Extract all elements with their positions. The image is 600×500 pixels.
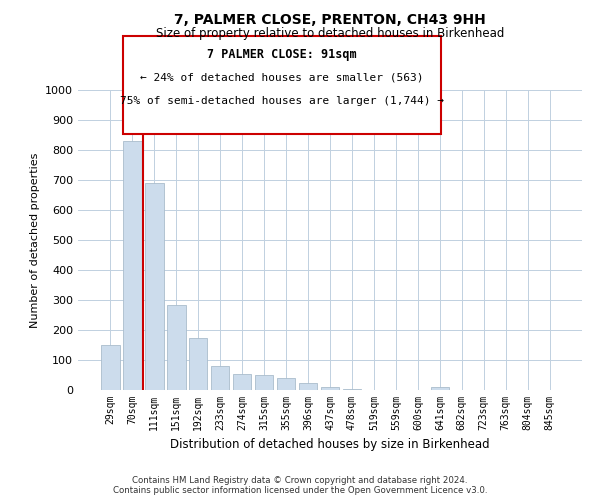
Y-axis label: Number of detached properties: Number of detached properties: [29, 152, 40, 328]
Bar: [255, 375, 274, 390]
Bar: [189, 338, 208, 390]
FancyBboxPatch shape: [124, 36, 441, 134]
Text: 7, PALMER CLOSE, PRENTON, CH43 9HH: 7, PALMER CLOSE, PRENTON, CH43 9HH: [174, 12, 486, 26]
Bar: [277, 378, 295, 390]
Text: Contains HM Land Registry data © Crown copyright and database right 2024.
Contai: Contains HM Land Registry data © Crown c…: [113, 476, 487, 495]
Text: ← 24% of detached houses are smaller (563): ← 24% of detached houses are smaller (56…: [140, 72, 424, 82]
X-axis label: Distribution of detached houses by size in Birkenhead: Distribution of detached houses by size …: [170, 438, 490, 452]
Bar: [211, 366, 229, 390]
Bar: [299, 384, 317, 390]
Bar: [167, 304, 185, 390]
Bar: [431, 387, 449, 390]
Bar: [145, 183, 164, 390]
Text: 75% of semi-detached houses are larger (1,744) →: 75% of semi-detached houses are larger (…: [120, 96, 444, 106]
Bar: [233, 374, 251, 390]
Bar: [343, 388, 361, 390]
Text: 7 PALMER CLOSE: 91sqm: 7 PALMER CLOSE: 91sqm: [208, 48, 357, 61]
Text: Size of property relative to detached houses in Birkenhead: Size of property relative to detached ho…: [156, 28, 504, 40]
Bar: [320, 387, 340, 390]
Bar: [123, 141, 142, 390]
Bar: [101, 345, 119, 390]
